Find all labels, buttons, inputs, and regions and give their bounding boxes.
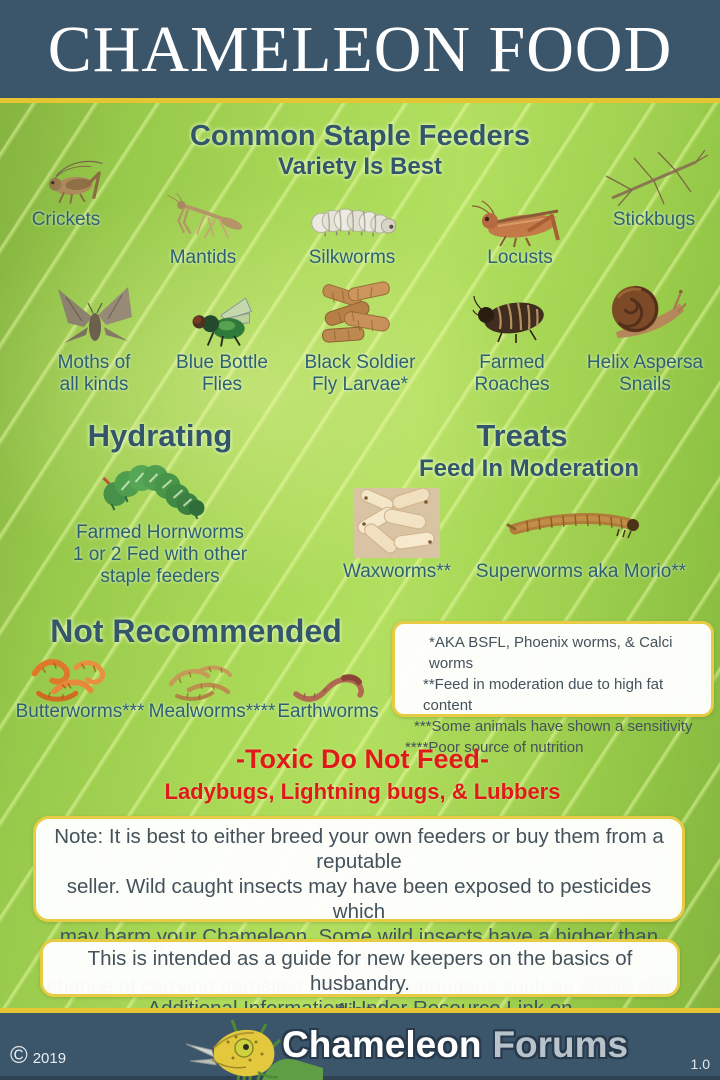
guide-box: This is intended as a guide for new keep… bbox=[40, 939, 680, 1045]
blue-bottle-fly-image bbox=[185, 290, 257, 348]
farmed-roaches-label: Farmed Roaches bbox=[474, 352, 550, 395]
helix-aspersa-snails-image bbox=[598, 280, 686, 342]
locusts-image bbox=[468, 198, 572, 248]
black-soldier-fly-larvae-image bbox=[318, 281, 394, 348]
mealworms-label: Mealworms**** bbox=[148, 701, 276, 722]
moths-image bbox=[48, 283, 143, 351]
footnote-line-3: ***Some animals have shown a sensitivity bbox=[414, 718, 693, 735]
not-recommended-title: Not Recommended bbox=[50, 613, 342, 649]
header-divider bbox=[0, 98, 720, 103]
mantids-label: Mantids bbox=[169, 247, 237, 268]
silkworms-label: Silkworms bbox=[308, 247, 396, 268]
earthworms-label: Earthworms bbox=[277, 701, 379, 722]
page-title: CHAMELEON FOOD bbox=[47, 13, 673, 86]
copyright: © 2019 bbox=[10, 1042, 66, 1070]
silkworms-image bbox=[303, 197, 401, 245]
chameleon-logo-image bbox=[178, 1014, 323, 1080]
crickets-image bbox=[32, 152, 112, 207]
footer-bottom-strip bbox=[0, 1076, 720, 1080]
toxic-warning-subtitle: Ladybugs, Lightning bugs, & Lubbers bbox=[164, 779, 561, 804]
staple-section-title: Common Staple Feeders bbox=[189, 120, 531, 152]
toxic-warning-title: -Toxic Do Not Feed- bbox=[236, 744, 489, 774]
note-box: Note: It is best to either breed your ow… bbox=[33, 816, 685, 1023]
staple-section-subtitle: Variety Is Best bbox=[277, 153, 443, 180]
farmed-roaches-image bbox=[472, 290, 550, 344]
hornworm-caption: Farmed Hornworms 1 or 2 Fed with other s… bbox=[72, 522, 248, 587]
mantids-image bbox=[155, 193, 250, 241]
black-soldier-fly-larvae-label: Black Soldier Fly Larvae* bbox=[304, 352, 416, 395]
treats-section-subtitle: Feed In Moderation bbox=[418, 455, 639, 482]
footer-banner bbox=[0, 1013, 720, 1080]
helix-aspersa-snails-label: Helix Aspersa Snails bbox=[586, 352, 704, 395]
brand-forums: Forums bbox=[492, 1024, 629, 1065]
copyright-year: 2019 bbox=[32, 1050, 67, 1067]
superworms-label: Superworms aka Morio** bbox=[475, 561, 687, 582]
locusts-label: Locusts bbox=[487, 247, 553, 268]
crickets-label: Crickets bbox=[31, 209, 101, 230]
footnotes-box: *AKA BSFL, Phoenix worms, & Calci worms … bbox=[392, 621, 714, 756]
chameleon-forums-logo: Chameleon Forums bbox=[282, 1024, 628, 1066]
waxworms-image bbox=[354, 488, 440, 558]
earthworms-image bbox=[290, 666, 368, 706]
footnote-line-1: *AKA BSFL, Phoenix worms, & Calci worms bbox=[429, 634, 673, 672]
butterworms-image bbox=[24, 652, 112, 707]
moths-label: Moths of all kinds bbox=[57, 352, 131, 395]
stickbugs-label: Stickbugs bbox=[612, 209, 696, 230]
footnote-line-2: **Feed in moderation due to high fat con… bbox=[423, 676, 664, 714]
butterworms-label: Butterworms*** bbox=[15, 701, 145, 722]
waxworms-label: Waxworms** bbox=[342, 561, 452, 582]
blue-bottle-flies-label: Blue Bottle Flies bbox=[176, 352, 268, 395]
brand-chameleon: Chameleon bbox=[282, 1024, 482, 1065]
stickbugs-image bbox=[598, 148, 710, 206]
footnote-line-4: ****Poor source of nutrition bbox=[405, 739, 584, 756]
treats-section-title: Treats bbox=[476, 418, 568, 453]
header-banner bbox=[0, 0, 720, 98]
version-label: 1.0 bbox=[690, 1056, 710, 1072]
footer-divider bbox=[0, 1008, 720, 1013]
copyright-symbol: © bbox=[10, 1042, 28, 1069]
superworm-image bbox=[503, 497, 648, 553]
mealworms-image bbox=[162, 658, 242, 706]
hornworm-image bbox=[98, 460, 213, 520]
hydrating-section-title: Hydrating bbox=[87, 418, 233, 453]
